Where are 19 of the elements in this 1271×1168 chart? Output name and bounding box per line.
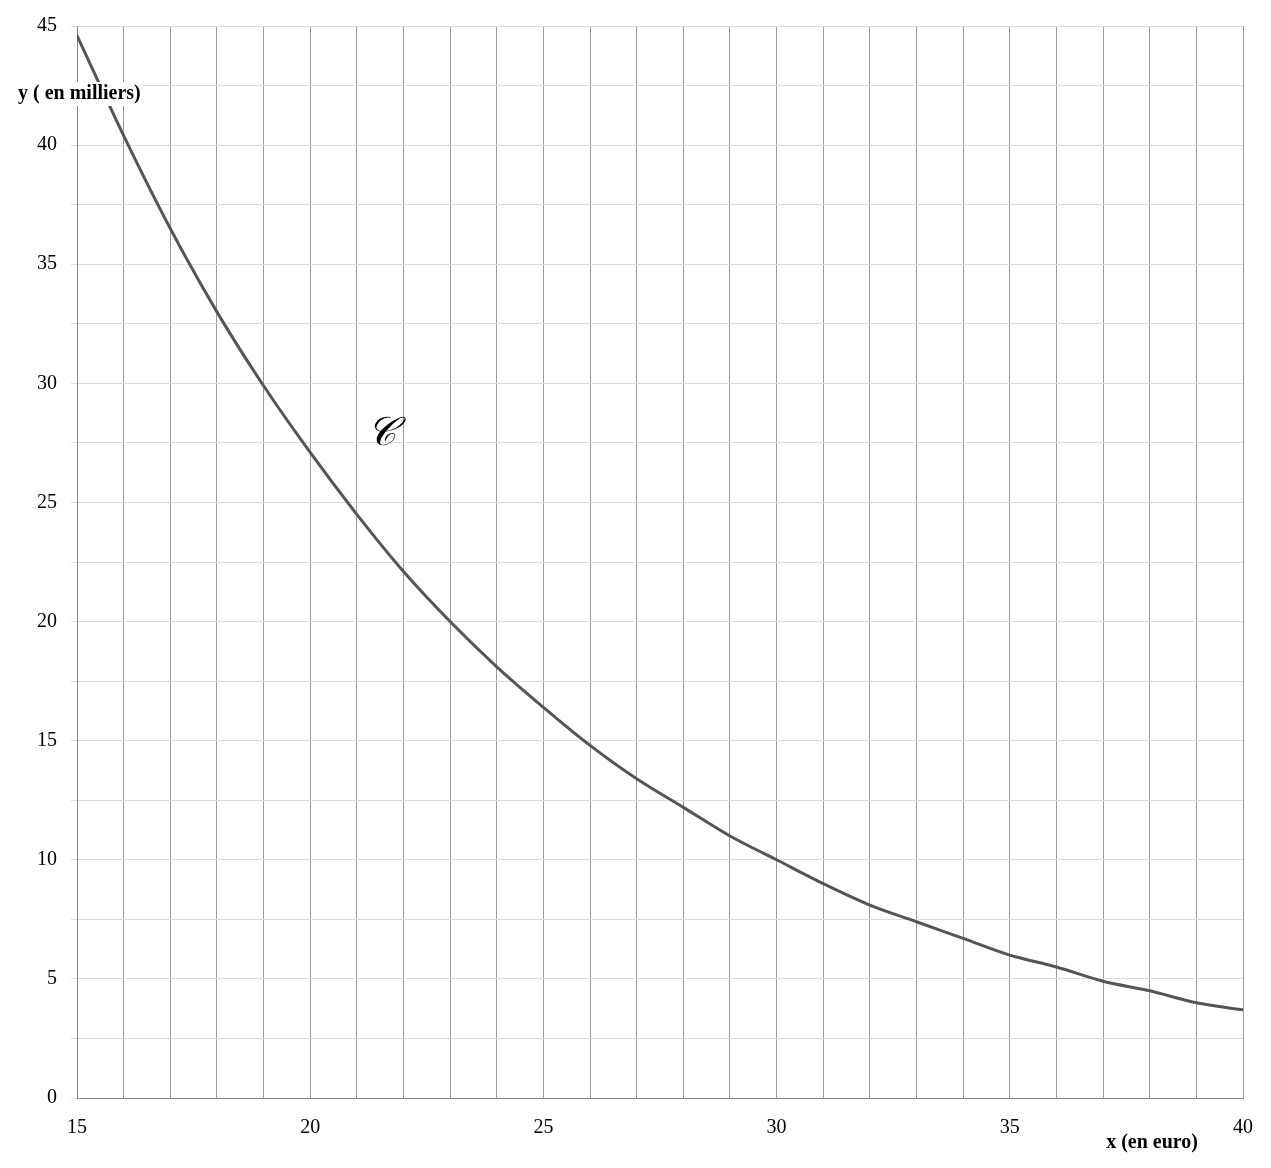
y-tick-label: 0: [47, 1085, 57, 1108]
x-tick-label: 35: [999, 1115, 1020, 1138]
x-tick-label: 20: [300, 1115, 321, 1138]
x-axis-title: x (en euro): [1106, 1130, 1198, 1154]
y-tick-label: 40: [37, 132, 57, 155]
y-tick-label: 25: [37, 489, 57, 512]
y-tick-label: 35: [37, 251, 57, 274]
series-label: 𝒞: [366, 407, 406, 454]
y-tick-label: 45: [37, 13, 57, 36]
y-tick-label: 15: [37, 727, 57, 750]
x-tick-label: 25: [533, 1115, 554, 1138]
y-tick-label: 30: [37, 370, 57, 393]
y-axis-title: y ( en milliers): [18, 81, 141, 105]
x-tick-label: 30: [766, 1115, 787, 1138]
x-tick-label: 40: [1233, 1115, 1253, 1138]
y-tick-label: 5: [47, 966, 57, 989]
y-tick-label: 10: [37, 847, 57, 870]
x-tick-label: 15: [67, 1115, 87, 1138]
y-tick-label: 20: [37, 608, 57, 631]
